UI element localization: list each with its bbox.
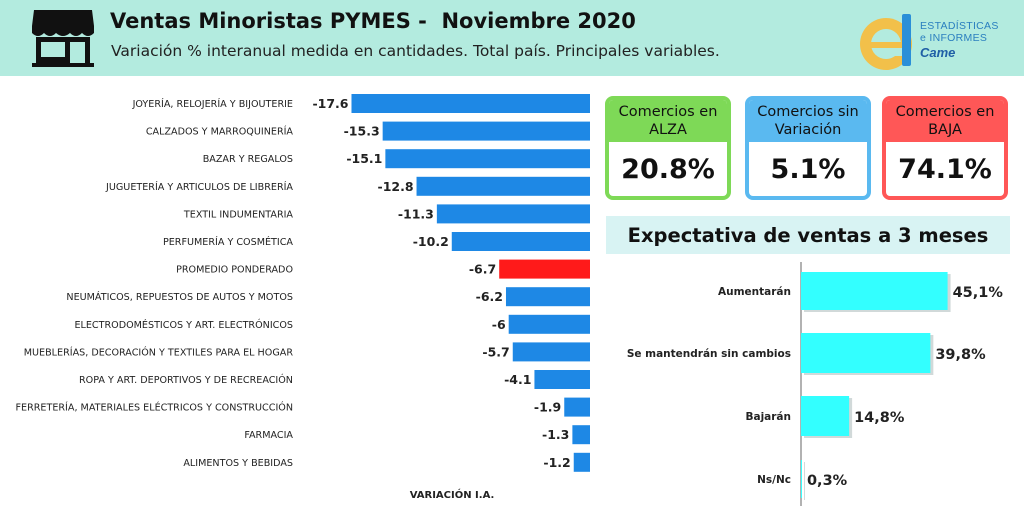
- bar: [801, 272, 948, 310]
- category-label: MUEBLERÍAS, DECORACIÓN Y TEXTILES PARA E…: [24, 345, 294, 358]
- estadisticas-logo: ESTADÍSTICAS e INFORMES Came: [858, 10, 1018, 72]
- card-comercios-alza: Comercios en ALZA 20.8%: [605, 96, 731, 200]
- category-label: CALZADOS Y MARROQUINERÍA: [146, 125, 294, 138]
- category-label: Bajarán: [745, 411, 791, 423]
- category-label: FARMACIA: [244, 430, 293, 441]
- card-label: Comercios en BAJA: [886, 100, 1004, 142]
- category-label: JUGUETERÍA Y ARTICULOS DE LIBRERÍA: [105, 180, 293, 193]
- page-subtitle: Variación % interanual medida en cantida…: [111, 42, 720, 60]
- bar: [416, 176, 590, 196]
- bar: [801, 396, 850, 436]
- header-banner: Ventas Minoristas PYMES - Noviembre 2020…: [0, 0, 1024, 76]
- data-label: -12.8: [378, 179, 414, 194]
- data-label: 0,3%: [807, 473, 848, 489]
- bar: [572, 425, 590, 445]
- bar: [499, 259, 590, 279]
- category-label: Ns/Nc: [757, 474, 791, 486]
- came-logo: Came: [920, 45, 956, 60]
- data-label: 45,1%: [953, 285, 1004, 301]
- bar: [505, 287, 590, 307]
- bar: [512, 342, 590, 362]
- category-label: PERFUMERÍA Y COSMÉTICA: [163, 235, 293, 248]
- logo-text: e INFORMES: [920, 32, 988, 44]
- logo-text: ESTADÍSTICAS: [920, 20, 999, 32]
- data-label: -4.1: [504, 372, 531, 387]
- category-label: ALIMENTOS Y BEBIDAS: [183, 458, 293, 469]
- bar: [382, 121, 590, 141]
- data-label: -1.9: [534, 400, 561, 415]
- data-label: -6.2: [476, 289, 503, 304]
- card-value: 20.8%: [621, 153, 715, 185]
- category-label: FERRETERÍA, MATERIALES ELÉCTRICOS Y CONS…: [15, 401, 293, 414]
- data-label: 39,8%: [935, 347, 986, 363]
- data-label: -17.6: [312, 96, 348, 111]
- category-label: Se mantendrán sin cambios: [627, 348, 791, 360]
- bar: [801, 460, 802, 498]
- store-icon: [32, 10, 94, 67]
- bar: [351, 94, 590, 113]
- card-label: Comercios en ALZA: [609, 100, 727, 142]
- bar-shadow: [804, 462, 805, 500]
- data-label: -15.1: [346, 151, 382, 166]
- bar: [573, 452, 590, 472]
- card-comercios-baja: Comercios en BAJA 74.1%: [882, 96, 1008, 200]
- data-label: -1.2: [543, 455, 570, 470]
- x-axis-label: VARIACIÓN I.A.: [410, 488, 495, 501]
- data-label: -10.2: [413, 234, 449, 249]
- card-value: 5.1%: [770, 153, 846, 185]
- page-title: Ventas Minoristas PYMES - Noviembre 2020: [110, 9, 636, 33]
- logo-e-icon: [860, 14, 912, 70]
- data-label: -1.3: [542, 427, 569, 442]
- category-label: Aumentarán: [718, 286, 791, 298]
- data-label: -6: [492, 317, 506, 332]
- expectativa-bar-chart: Aumentarán 45,1% Se mantendrán sin cambios…: [627, 262, 1004, 506]
- bar: [801, 333, 931, 373]
- card-label: Comercios sin Variación: [749, 100, 867, 142]
- bar: [451, 232, 590, 251]
- bar: [436, 204, 590, 224]
- data-label: -15.3: [344, 124, 380, 139]
- expectativa-title: Expectativa de ventas a 3 meses: [606, 216, 1010, 254]
- bar: [534, 370, 590, 389]
- data-label: -5.7: [482, 344, 509, 359]
- bar: [385, 149, 590, 169]
- data-label: -11.3: [398, 206, 434, 221]
- category-label: TEXTIL INDUMENTARIA: [183, 209, 294, 220]
- category-label: BAZAR Y REGALOS: [203, 154, 293, 165]
- data-label: 14,8%: [854, 410, 905, 426]
- card-comercios-sin-variacion: Comercios sin Variación 5.1%: [745, 96, 871, 200]
- bar: [508, 314, 590, 334]
- category-label: ROPA Y ART. DEPORTIVOS Y DE RECREACIÓN: [79, 373, 293, 386]
- category-label: JOYERÍA, RELOJERÍA Y BIJOUTERIE: [132, 97, 293, 110]
- category-label: PROMEDIO PONDERADO: [176, 265, 293, 276]
- variation-bar-chart: JOYERÍA, RELOJERÍA Y BIJOUTERIE -17.6 CALZ…: [15, 94, 590, 501]
- bar: [564, 397, 590, 417]
- category-label: ELECTRODOMÉSTICOS Y ART. ELECTRÓNICOS: [74, 318, 293, 331]
- category-label: NEUMÁTICOS, REPUESTOS DE AUTOS Y MOTOS: [66, 290, 293, 303]
- data-label: -6.7: [469, 262, 496, 277]
- card-value: 74.1%: [898, 153, 992, 185]
